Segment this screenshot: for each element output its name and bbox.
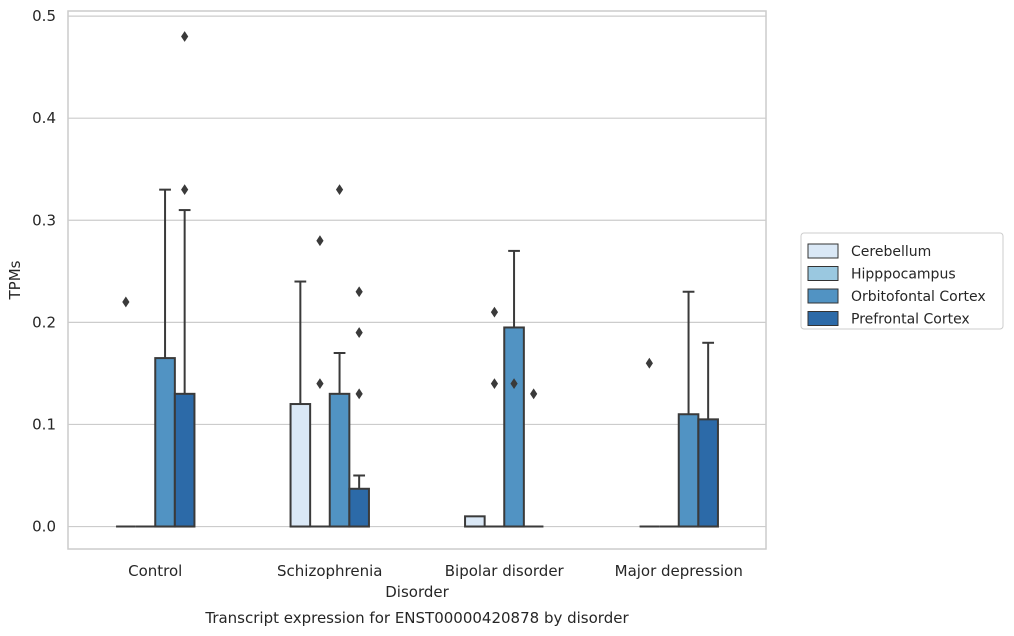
box <box>348 487 370 528</box>
legend-label: Hipppocampus <box>851 267 956 283</box>
y-tick-label: 0.3 <box>32 211 56 229</box>
box <box>289 403 312 528</box>
legend-item: Cerebellum <box>807 243 931 260</box>
outlier-marker <box>181 184 189 196</box>
legend-swatch <box>807 243 839 259</box>
box-group <box>173 31 196 528</box>
legend-swatch <box>807 266 839 281</box>
box-group <box>348 286 370 528</box>
box-group <box>289 280 312 528</box>
x-tick-label: Bipolar disorder <box>445 562 565 580</box>
box-group <box>503 249 525 528</box>
box-group <box>677 290 700 528</box>
outlier-marker <box>645 357 653 369</box>
box <box>173 392 196 528</box>
box <box>697 418 719 528</box>
legend-label: Cerebellum <box>851 244 931 260</box>
outlier-marker <box>530 388 538 400</box>
legend-label: Prefrontal Cortex <box>851 312 970 328</box>
box-group <box>328 184 351 528</box>
legend-item: Hipppocampus <box>807 266 956 283</box>
y-tick-label: 0.2 <box>32 313 56 331</box>
box-group <box>154 188 176 528</box>
outlier-marker <box>316 235 324 247</box>
y-axis-title: TPMs <box>6 260 24 300</box>
box <box>503 326 525 528</box>
outlier-marker <box>335 184 344 196</box>
legend-items: Cerebellum Hipppocampus Orbitofontal Corte… <box>807 243 986 328</box>
outlier-marker <box>490 378 499 390</box>
box <box>154 357 176 528</box>
x-tick-label: Major depression <box>615 562 743 580</box>
x-tick-labels: Control Schizophrenia Bipolar disorder Majo… <box>128 562 743 580</box>
box-group <box>310 235 330 528</box>
legend-item: Orbitofontal Cortex <box>807 288 986 305</box>
outlier-marker <box>355 327 363 338</box>
x-axis-title: Disorder <box>385 583 449 601</box>
legend-item: Prefrontal Cortex <box>807 311 970 328</box>
outlier-marker <box>181 31 189 42</box>
outlier-marker <box>316 378 324 390</box>
box-group <box>484 306 505 528</box>
legend-swatch <box>807 311 839 326</box>
box-group <box>639 357 660 528</box>
chart-caption: Transcript expression for ENST0000042087… <box>204 609 629 627</box>
y-tick-label: 0.4 <box>32 109 56 127</box>
y-tick-label: 0.5 <box>32 7 56 25</box>
x-tick-label: Schizophrenia <box>277 562 382 580</box>
outlier-marker <box>510 378 518 390</box>
box-group <box>697 341 719 528</box>
outlier-marker <box>490 306 499 318</box>
box <box>328 392 351 528</box>
box-group <box>116 296 136 528</box>
x-tick-label: Control <box>128 562 182 580</box>
legend: Cerebellum Hipppocampus Orbitofontal Corte… <box>800 232 1004 330</box>
y-tick-labels: 0.0 0.1 0.2 0.3 0.4 0.5 <box>32 7 56 535</box>
box-group <box>523 388 544 528</box>
outlier-marker <box>355 286 363 298</box>
outlier-marker <box>122 296 130 308</box>
legend-label: Orbitofontal Cortex <box>851 289 986 305</box>
y-tick-label: 0.0 <box>32 518 56 536</box>
box <box>464 515 486 528</box>
legend-swatch <box>807 288 839 304</box>
outlier-marker <box>355 388 363 400</box>
boxes-layer <box>116 31 719 528</box>
legend-frame <box>800 232 1004 330</box>
box-group <box>464 515 486 528</box>
y-tick-label: 0.1 <box>32 415 56 433</box>
box <box>677 413 700 528</box>
plot-area-frame <box>67 10 767 550</box>
